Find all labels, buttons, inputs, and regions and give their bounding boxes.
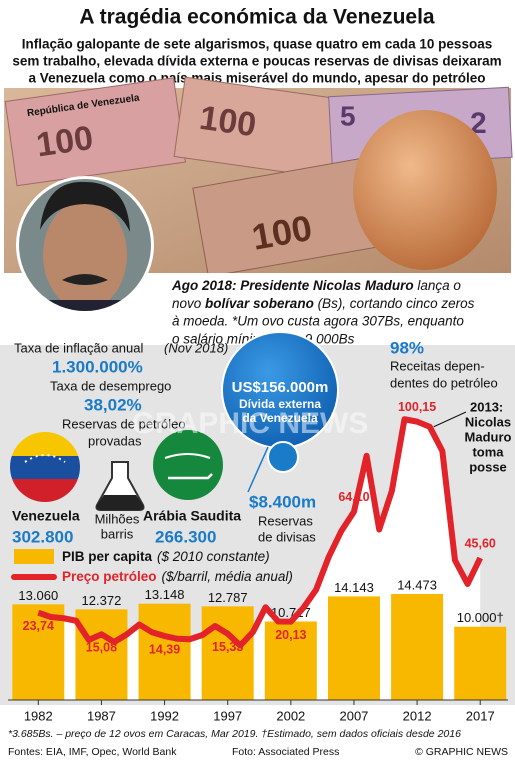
country-value: 266.300 — [155, 527, 216, 546]
annotation: posse — [469, 459, 507, 474]
fx-value: $8.400m — [249, 492, 316, 511]
bar-label: 14.473 — [397, 577, 437, 592]
x-tick-label: 2007 — [339, 708, 368, 723]
legend-label: PIB per capita ($ 2010 constante) — [62, 549, 270, 564]
bar-label: 13.148 — [145, 587, 185, 602]
legend-name: PIB per capita — [62, 549, 153, 564]
x-tick-label: 1992 — [150, 708, 179, 723]
subtitle: a Venezuela como o país mais miserável d… — [29, 71, 486, 86]
bar-label: 13.060 — [18, 588, 58, 603]
line-label: 100,15 — [398, 400, 436, 414]
caption: à moeda. *Um ovo custa agora 307Bs, enqu… — [172, 314, 464, 329]
stat-label: provadas — [88, 433, 142, 448]
annotation: Maduro — [465, 429, 512, 444]
x-tick-label: 2002 — [276, 708, 305, 723]
legend-swatch — [14, 549, 54, 564]
caption: novo bolívar soberano (Bs), cortando cin… — [172, 296, 475, 311]
oil-dep-value: 98% — [390, 338, 424, 357]
photo-credit: Foto: Associated Press — [232, 746, 339, 758]
legend-note: ($ 2010 constante) — [157, 549, 270, 564]
x-tick-label: 1997 — [213, 708, 242, 723]
unit: barris — [101, 526, 134, 541]
country-value: 302.800 — [12, 527, 73, 546]
bar — [454, 626, 507, 700]
bar — [391, 593, 444, 700]
fx-label: Reservas — [258, 513, 313, 528]
line-label: 15,33 — [212, 640, 243, 654]
debt-label: Dívida externa — [239, 397, 321, 411]
watermark: GRAPHIC NEWS — [132, 407, 369, 440]
footnote: *3.685Bs. – preço de 12 ovos em Caracas,… — [8, 728, 461, 740]
line — [37, 416, 483, 649]
line-label: 14,39 — [149, 642, 180, 656]
flag-saudi — [153, 430, 223, 500]
bar — [264, 621, 317, 700]
caption-bold: bolívar soberano — [205, 296, 314, 311]
stat-label: Taxa de desemprego — [50, 378, 171, 393]
caption: Ago 2018: Presidente Nicolas Maduro lanç… — [171, 278, 461, 293]
sources: Fontes: EIA, IMF, Opec, World Bank — [8, 746, 177, 758]
note-text: 100 — [34, 119, 95, 165]
legend-name: Preço petróleo — [62, 569, 157, 584]
copyright: © GRAPHIC NEWS — [415, 746, 508, 758]
bar — [327, 596, 380, 700]
subtitle: sem trabalho, elevada dívida externa e p… — [12, 54, 501, 69]
stat-note: (Nov 2018) — [164, 340, 228, 355]
title: A tragédia económica da Venezuela — [79, 6, 435, 29]
line-label: 15,08 — [86, 641, 117, 655]
debt-bubble — [221, 331, 339, 493]
chart: PIB per capita ($ 2010 constante)Preço pe… — [8, 399, 512, 723]
caption-bold: Ago 2018: Presidente Nicolas Maduro — [171, 278, 414, 293]
legend-note: ($/barril, média anual) — [162, 569, 293, 584]
legend-label: Preço petróleo ($/barril, média anual) — [62, 569, 293, 584]
subtitle: Inflação galopante de sete algarismos, q… — [22, 37, 492, 52]
annotation: Nicolas — [465, 414, 511, 429]
x-tick-label: 2017 — [466, 708, 495, 723]
line-label: 45,60 — [465, 536, 496, 550]
bar-label: 10.000† — [457, 610, 504, 625]
debt-label: da Venezuela — [242, 411, 318, 425]
bar — [75, 609, 128, 700]
oil-dep-label: dentes do petróleo — [390, 375, 498, 390]
portrait — [16, 176, 154, 314]
note-text: 5 — [340, 100, 356, 131]
stat-label: Reservas de petróleo — [62, 416, 186, 431]
x-tick-label: 1987 — [87, 708, 116, 723]
x-tick-label: 2012 — [403, 708, 432, 723]
unit: Milhões — [95, 511, 140, 526]
flask — [95, 461, 145, 511]
note-text: 100 — [197, 99, 258, 145]
line-label: 23,74 — [23, 619, 54, 633]
country-name: Arábia Saudita — [143, 508, 241, 524]
photo: República de Venezuela 100 100 100 5 2 — [4, 76, 513, 278]
stat-value: 1.300.000% — [52, 357, 143, 376]
debt-value: US$156.000m — [232, 379, 329, 396]
annotation-leader — [433, 411, 467, 428]
bar-label: 12.372 — [82, 593, 122, 608]
annotation: 2013: — [470, 399, 503, 414]
country-name: Venezuela — [12, 508, 80, 524]
caption-text: novo — [172, 296, 205, 311]
bar-label: 14.143 — [334, 580, 374, 595]
x-tick-label: 1982 — [24, 708, 53, 723]
line-label: 20,13 — [275, 628, 306, 642]
line-label: 64,10 — [338, 490, 369, 504]
bar-label: 12.787 — [208, 590, 248, 605]
caption-text: lança o — [414, 278, 462, 293]
oil-dep-label: Receitas depen- — [390, 358, 485, 373]
stat-value: 38,02% — [84, 395, 142, 414]
annotation: toma — [472, 444, 504, 459]
bar — [138, 603, 191, 700]
caption-text: (Bs), cortando cinco zeros — [314, 296, 475, 311]
stat-label: Taxa de inflação anual — [14, 340, 143, 355]
bar — [201, 606, 254, 700]
fx-label: de divisas — [258, 529, 316, 544]
